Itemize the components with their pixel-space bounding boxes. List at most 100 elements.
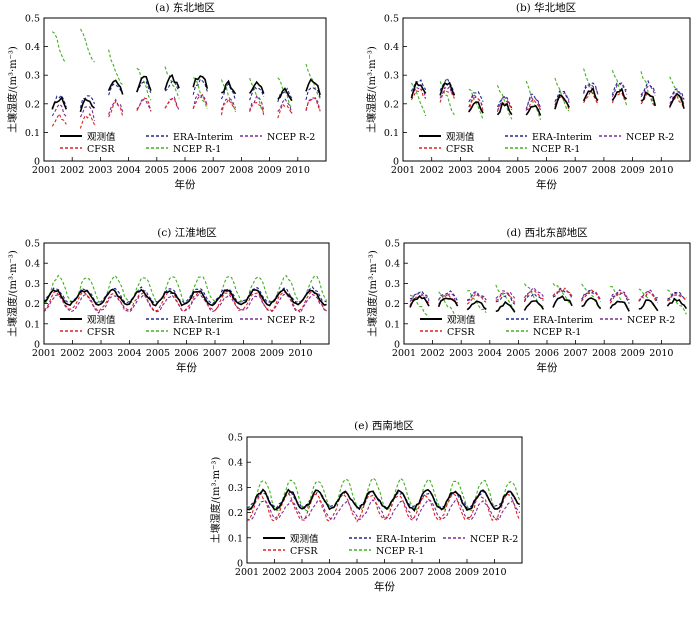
chart-title: (a) 东北地区 <box>155 1 215 14</box>
series-line-ncep1 <box>164 66 180 99</box>
legend-label: 观测值 <box>290 533 319 545</box>
series-line-obs <box>192 75 209 89</box>
series-line-cfsr <box>552 287 573 297</box>
legend-label: 观测值 <box>447 314 476 326</box>
series-line-obs <box>164 73 180 91</box>
x-tick-label: 2006 <box>173 165 197 176</box>
legend-label: NCEP R-2 <box>470 534 518 545</box>
x-axis-label: 年份 <box>175 178 196 191</box>
series-line-ncep2 <box>609 289 630 302</box>
series-line-ncep1 <box>277 77 293 110</box>
series-line-era <box>409 290 430 300</box>
series-line-era <box>136 80 152 93</box>
x-tick-label: 2010 <box>288 348 312 359</box>
series-line-ncep1 <box>496 85 513 120</box>
series-line-cfsr <box>667 293 687 302</box>
x-tick-label: 2008 <box>229 165 253 176</box>
series-line-cfsr <box>410 88 427 101</box>
legend-label: NCEP R-1 <box>173 144 221 155</box>
y-tick-label: 0.1 <box>228 533 243 544</box>
y-axis-label: 土壤湿度/(m³·m⁻³) <box>366 250 379 337</box>
series-line-era <box>220 82 237 101</box>
x-tick-label: 2006 <box>174 348 198 359</box>
series-line-ncep1 <box>108 49 124 86</box>
y-tick-label: 0.2 <box>384 99 399 110</box>
series-line-ncep1 <box>305 63 321 99</box>
series-line-era <box>79 95 96 109</box>
x-tick-label: 2005 <box>506 348 530 359</box>
y-axis-label: 土壤湿度/(m³·m⁻³) <box>365 46 378 133</box>
x-tick-label: 2007 <box>564 348 588 359</box>
x-tick-label: 2003 <box>449 348 473 359</box>
series-line-obs <box>277 87 293 102</box>
y-tick-label: 0 <box>394 340 400 351</box>
series-line-era <box>467 290 487 301</box>
series-line-obs <box>552 295 573 308</box>
series-line-ncep2 <box>249 95 265 111</box>
legend: 观测值 ERA-Interim NCEP R-2 CFSR NCEP R-1 <box>263 533 518 557</box>
legend-label: 观测值 <box>87 314 116 326</box>
x-tick-label: 2010 <box>649 348 673 359</box>
y-axis-label: 土壤湿度/(m³·m⁻³) <box>209 457 222 544</box>
series-line-ncep2 <box>136 98 152 112</box>
y-tick-label: 0.2 <box>25 299 40 310</box>
series-line-obs <box>221 79 237 95</box>
y-tick-label: 0.2 <box>25 99 40 110</box>
x-tick-label: 2006 <box>534 165 558 176</box>
x-tick-label: 2006 <box>535 348 559 359</box>
legend-label: CFSR <box>290 546 318 557</box>
legend: 观测值 ERA-Interim NCEP R-2 CFSR NCEP R-1 <box>419 131 674 155</box>
series-line-era <box>164 80 180 92</box>
y-tick-label: 0.1 <box>25 319 40 330</box>
series-line-obs <box>246 488 521 512</box>
series-line-ncep2 <box>51 103 67 117</box>
series-line-cfsr <box>79 112 96 129</box>
series-line-era <box>581 289 602 301</box>
chart-panel-5: (e) 西南地区 0 0.1 0.2 0.3 0.4 0.5 2001 2002 2003 2004… <box>209 419 523 593</box>
x-tick-label: 2004 <box>317 567 341 578</box>
legend-label: NCEP R-1 <box>376 546 424 557</box>
series-line-obs <box>437 297 459 308</box>
chart-title: (e) 西南地区 <box>354 419 414 432</box>
x-tick-label: 2008 <box>592 348 616 359</box>
y-tick-label: 0.5 <box>384 14 399 25</box>
y-tick-label: 0.4 <box>228 458 243 469</box>
x-tick-label: 2002 <box>262 567 286 578</box>
series-line-obs <box>495 300 516 313</box>
series-line-ncep1 <box>136 67 152 101</box>
legend-label: NCEP R-2 <box>627 315 675 326</box>
x-tick-label: 2006 <box>372 567 396 578</box>
series-line-ncep2 <box>192 93 208 110</box>
x-tick-label: 2001 <box>32 348 56 359</box>
series-line-cfsr <box>43 290 327 313</box>
x-tick-label: 2008 <box>592 165 616 176</box>
series-line-obs <box>248 80 265 94</box>
y-tick-label: 0.3 <box>228 483 243 494</box>
series-line-era <box>609 291 630 304</box>
series-line-ncep2 <box>495 290 516 299</box>
series-line-ncep2 <box>640 85 656 98</box>
series-line-era <box>669 88 685 100</box>
series-line-obs <box>581 297 602 310</box>
series-line-ncep1 <box>410 82 427 117</box>
y-tick-label: 0.3 <box>384 71 399 82</box>
legend: 观测值 ERA-Interim NCEP R-2 CFSR NCEP R-1 <box>60 131 315 155</box>
x-tick-label: 2010 <box>482 567 506 578</box>
x-tick-label: 2002 <box>60 165 84 176</box>
series-line-cfsr <box>495 292 516 303</box>
series-line-era <box>611 82 627 96</box>
x-tick-label: 2001 <box>391 165 415 176</box>
series-line-cfsr <box>409 294 430 306</box>
series-line-ncep2 <box>466 291 487 302</box>
x-tick-label: 2009 <box>621 348 645 359</box>
series-line-ncep1 <box>43 274 328 305</box>
series-line-era <box>51 94 67 109</box>
y-tick-label: 0 <box>34 157 40 168</box>
x-tick-label: 2001 <box>392 348 416 359</box>
y-tick-label: 0.5 <box>385 239 400 250</box>
x-tick-label: 2004 <box>117 165 141 176</box>
series-line-ncep2 <box>108 98 124 115</box>
y-tick-label: 0.5 <box>228 433 243 444</box>
series-line-ncep1 <box>249 77 265 113</box>
y-tick-label: 0.1 <box>384 128 399 139</box>
